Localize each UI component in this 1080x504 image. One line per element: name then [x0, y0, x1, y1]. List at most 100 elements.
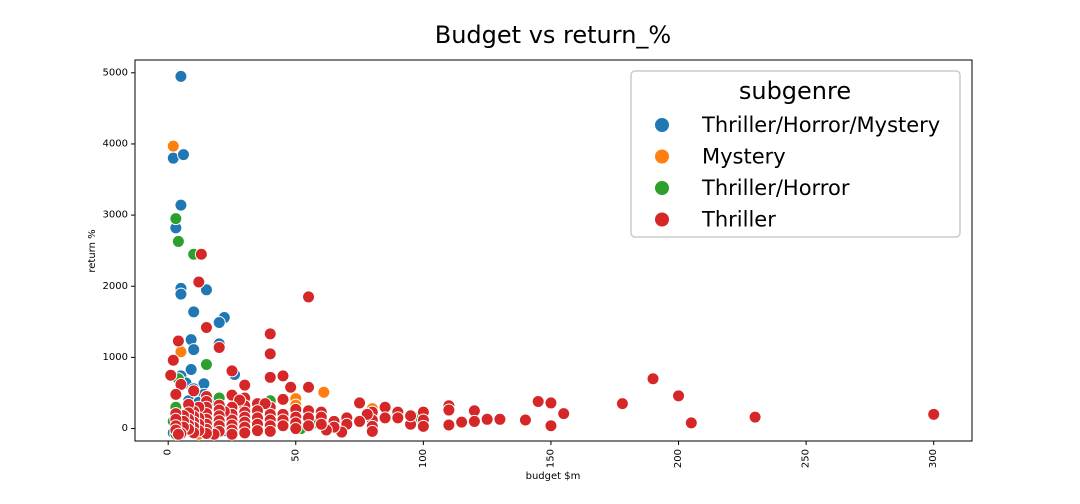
data-point	[263, 424, 277, 438]
data-point	[171, 234, 185, 248]
x-tick-label: 250	[801, 449, 812, 468]
data-point	[416, 419, 430, 433]
legend-items: Thriller/Horror/Mystery Mystery Thriller/H…	[654, 113, 940, 232]
y-tick-label: 2000	[103, 281, 128, 292]
data-point	[493, 412, 507, 426]
data-point	[404, 409, 418, 423]
x-tick-label: 50	[290, 449, 301, 462]
y-axis-label: return %	[87, 229, 98, 272]
data-point	[176, 148, 190, 162]
data-point	[238, 426, 252, 440]
data-point	[467, 414, 481, 428]
data-point	[187, 305, 201, 319]
legend-box	[630, 70, 961, 238]
legend-label: Thriller	[701, 208, 776, 232]
data-point	[171, 427, 185, 441]
data-point	[302, 419, 316, 433]
data-point	[199, 283, 213, 297]
legend-item: Thriller/Horror	[654, 176, 850, 200]
data-point	[250, 424, 264, 438]
y-axis: 0 1000 2000 3000 4000 5000	[103, 67, 135, 434]
legend-label: Thriller/Horror/Mystery	[701, 113, 940, 137]
y-tick-label: 3000	[103, 210, 128, 221]
data-point	[672, 389, 686, 403]
data-point	[289, 422, 303, 436]
legend-item: Thriller/Horror/Mystery	[654, 113, 940, 137]
data-point	[531, 395, 545, 409]
data-point	[174, 287, 188, 301]
data-point	[284, 380, 298, 394]
data-point	[212, 316, 226, 330]
data-point	[442, 418, 456, 432]
legend-marker	[654, 180, 670, 196]
legend-title: subgenre	[739, 77, 851, 105]
legend-item: Mystery	[654, 145, 786, 169]
y-tick-label: 5000	[103, 67, 128, 78]
data-point	[276, 392, 290, 406]
legend-marker	[654, 148, 670, 165]
legend: subgenre Thriller/Horror/MysteryMysteryT…	[630, 70, 961, 238]
x-tick-label: 300	[928, 449, 939, 468]
y-tick-label: 1000	[103, 352, 128, 363]
data-point	[480, 412, 494, 426]
data-point	[199, 358, 213, 372]
x-tick-label: 100	[418, 449, 429, 468]
data-point	[557, 407, 571, 421]
data-point	[187, 384, 201, 398]
x-tick-label: 200	[673, 449, 684, 468]
data-point	[199, 321, 213, 335]
x-axis-label: budget $m	[526, 471, 581, 482]
data-point	[353, 414, 367, 428]
legend-item: Thriller	[654, 208, 776, 232]
data-point	[518, 413, 532, 427]
data-point	[192, 275, 206, 289]
data-point	[174, 198, 188, 212]
data-point	[391, 411, 405, 425]
data-point	[263, 347, 277, 361]
data-point	[263, 370, 277, 384]
data-point	[263, 327, 277, 341]
data-point	[544, 396, 558, 410]
data-point	[169, 387, 183, 401]
x-tick-label: 150	[545, 449, 556, 468]
data-point	[302, 380, 316, 394]
legend-marker	[654, 117, 670, 133]
data-point	[164, 368, 178, 382]
data-point	[194, 247, 208, 261]
data-point	[646, 372, 660, 386]
data-point	[166, 139, 180, 153]
data-point	[365, 424, 379, 438]
y-tick-label: 4000	[103, 138, 128, 149]
data-point	[544, 419, 558, 433]
data-point	[927, 407, 941, 421]
data-point	[317, 385, 331, 399]
legend-label: Thriller/Horror	[701, 176, 850, 200]
data-point	[684, 416, 698, 430]
data-point	[166, 353, 180, 367]
data-point	[238, 378, 252, 392]
legend-marker	[654, 211, 670, 228]
data-point	[748, 410, 762, 424]
chart-title: Budget vs return_%	[435, 21, 671, 49]
data-point	[225, 427, 239, 441]
data-point	[455, 415, 469, 429]
data-point	[302, 290, 316, 304]
x-axis: 0 50 100 150 200 250 300	[163, 441, 939, 468]
data-point	[225, 364, 239, 378]
data-point	[187, 343, 201, 357]
data-point	[169, 212, 183, 226]
points-layer	[164, 69, 941, 441]
legend-label: Mystery	[702, 145, 786, 169]
data-point	[378, 411, 392, 425]
series-thriller	[164, 247, 941, 441]
data-point	[615, 397, 629, 411]
data-point	[314, 417, 328, 431]
data-point	[442, 403, 456, 417]
data-point	[171, 334, 185, 348]
data-point	[212, 340, 226, 354]
data-point	[174, 69, 188, 83]
data-point	[276, 419, 290, 433]
data-point	[276, 369, 290, 383]
x-tick-label: 0	[163, 449, 174, 455]
